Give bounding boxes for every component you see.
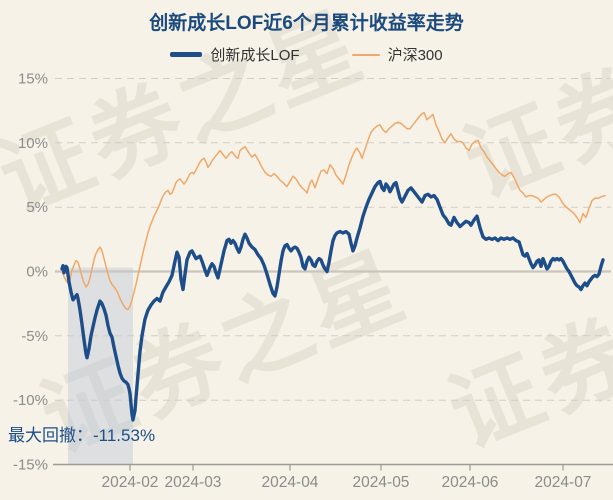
chart-title: 创新成长LOF近6个月累计收益率走势 (149, 13, 464, 34)
x-tick-label: 2024-07 (535, 474, 592, 491)
series-hs300-line (61, 111, 606, 311)
hs300-line-swatch (351, 53, 380, 56)
y-tick-label: -10% (13, 392, 48, 409)
legend-label-hs300: 沪深300 (387, 47, 443, 64)
legend-label-lof: 创新成长LOF (210, 47, 300, 64)
max-drawdown-value: -11.53% (93, 426, 156, 445)
legend-item-lof[interactable]: 创新成长LOF (170, 44, 300, 65)
y-tick-label: 5% (26, 199, 48, 216)
y-tick-label: 10% (18, 135, 48, 152)
lof-line-swatch (170, 52, 203, 57)
series-lof-line (60, 179, 605, 422)
y-tick-label: 15% (18, 71, 48, 88)
x-tick-label: 2024-04 (262, 474, 319, 491)
max-drawdown-label: 最大回撤：-11.53% (8, 421, 155, 446)
y-tick-label: -15% (13, 457, 48, 474)
chart-legend: 创新成长LOF 沪深300 (0, 44, 613, 65)
max-drawdown-caption: 最大回撤： (8, 426, 93, 445)
y-tick-label: 0% (26, 264, 48, 281)
x-tick-label: 2024-02 (102, 474, 159, 491)
x-tick-label: 2024-03 (165, 474, 222, 491)
x-tick-label: 2024-05 (353, 474, 410, 491)
y-tick-label: -5% (21, 328, 48, 345)
x-tick-label: 2024-06 (442, 474, 499, 491)
legend-item-hs300[interactable]: 沪深300 (351, 44, 443, 65)
